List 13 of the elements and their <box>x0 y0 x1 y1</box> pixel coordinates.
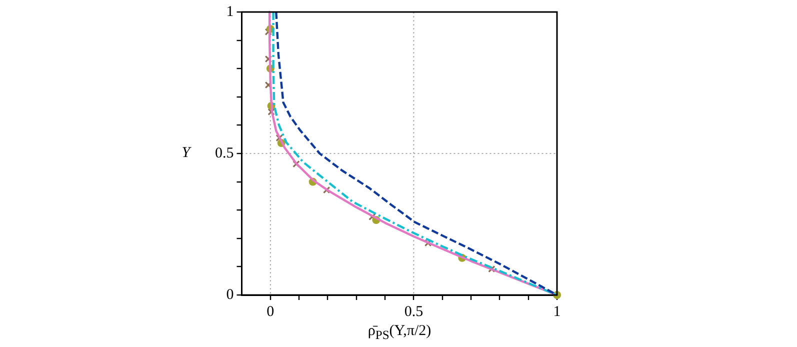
point <box>424 239 432 247</box>
x-tick-label: 1 <box>553 304 561 320</box>
y-tick-label: 1 <box>226 4 234 20</box>
point <box>264 28 272 36</box>
x-tick-label: 0 <box>266 304 274 320</box>
y-tick-label: 0 <box>226 286 234 303</box>
point <box>264 55 272 63</box>
y-axis-title: Y <box>182 145 190 162</box>
point <box>268 108 275 116</box>
point <box>264 81 272 89</box>
x-axis-title: ρ̄$_{PS}$(Y,π/2) <box>368 323 432 343</box>
x-tick-label: 0.5 <box>404 304 424 320</box>
y-tick-label: 0.5 <box>215 145 234 162</box>
